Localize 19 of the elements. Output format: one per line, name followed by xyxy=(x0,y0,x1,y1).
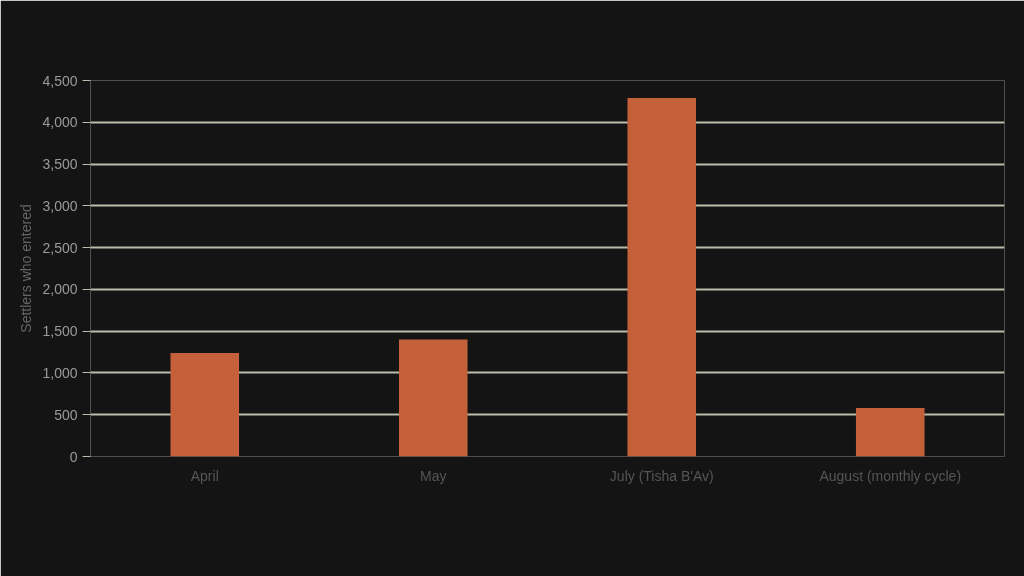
y-tick-label: 500 xyxy=(54,406,78,423)
y-tick-label: 2,500 xyxy=(42,239,78,256)
y-tick-label: 2,000 xyxy=(42,281,78,298)
y-tick-label: 0 xyxy=(69,448,78,465)
x-tick-label: May xyxy=(420,467,447,484)
x-tick-label: August (monthly cycle) xyxy=(819,467,962,484)
bar xyxy=(170,352,240,457)
x-tick-label: July (Tisha B'Av) xyxy=(609,467,714,484)
bar xyxy=(855,408,925,457)
y-tick-label: 1,000 xyxy=(42,364,78,381)
y-axis-title: Settlers who entered xyxy=(18,204,35,333)
y-tick-label: 3,000 xyxy=(42,197,78,214)
x-tick-label: April xyxy=(190,467,219,484)
y-tick-label: 4,000 xyxy=(42,114,78,131)
y-tick-label: 1,500 xyxy=(42,323,78,340)
bar xyxy=(398,339,468,457)
bar xyxy=(627,98,697,457)
y-tick-label: 4,500 xyxy=(42,72,78,89)
y-tick-label: 3,500 xyxy=(42,156,78,173)
